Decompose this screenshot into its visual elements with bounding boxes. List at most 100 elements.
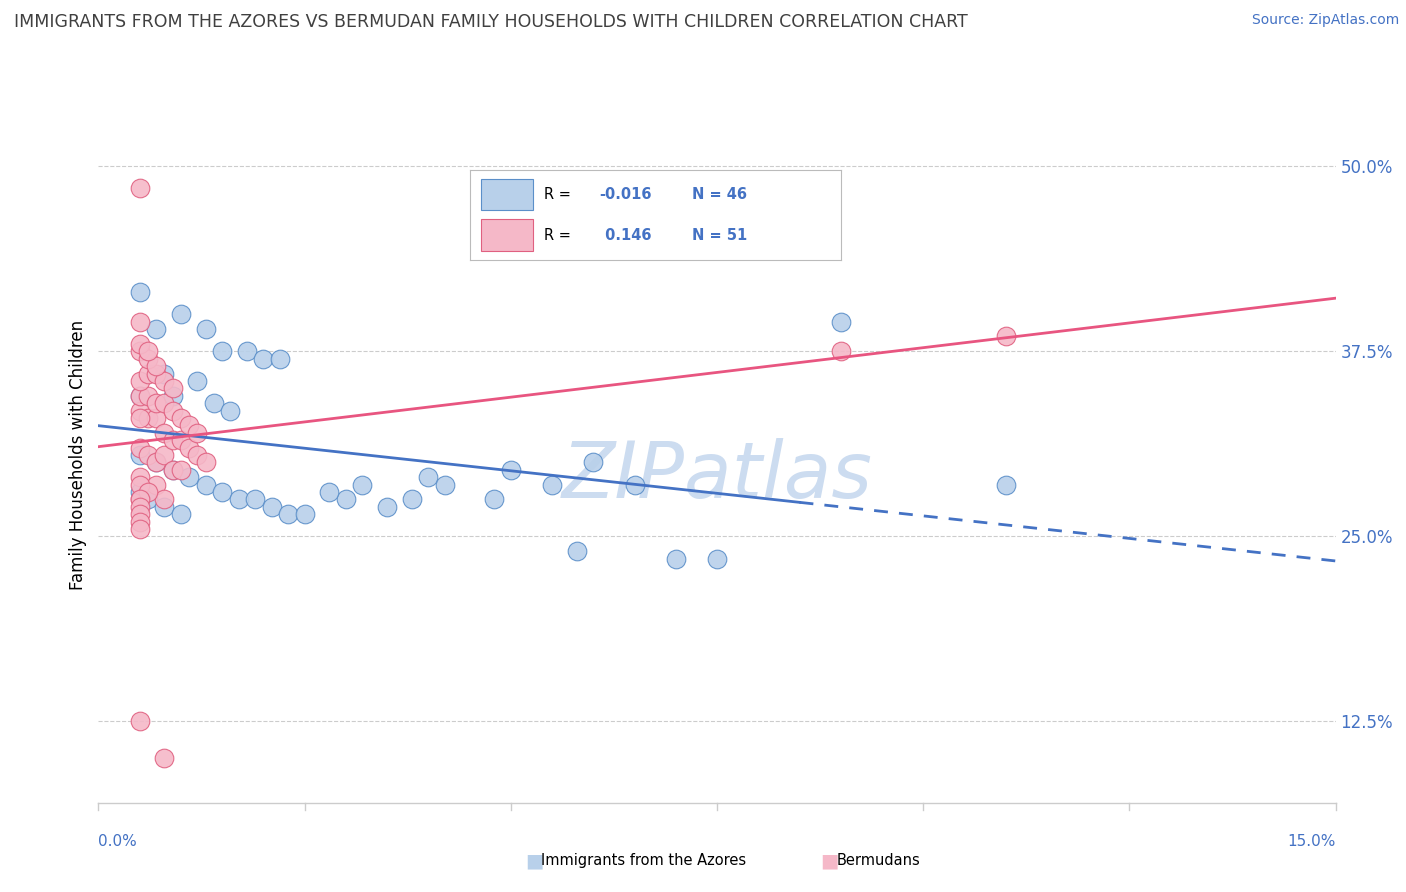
Point xyxy=(145,455,167,469)
Point xyxy=(202,396,225,410)
Point xyxy=(128,411,150,425)
Text: N = 46: N = 46 xyxy=(692,187,748,202)
Point xyxy=(582,455,605,469)
Point xyxy=(335,492,357,507)
Point xyxy=(128,515,150,529)
Point xyxy=(228,492,250,507)
Point xyxy=(162,463,184,477)
Point xyxy=(211,484,233,499)
Point xyxy=(136,448,159,462)
Point xyxy=(252,351,274,366)
Point xyxy=(499,463,522,477)
Point xyxy=(260,500,283,514)
Point xyxy=(433,477,456,491)
Point xyxy=(145,455,167,469)
Text: R =: R = xyxy=(544,187,575,202)
Point xyxy=(994,329,1017,343)
Point xyxy=(153,448,176,462)
Point xyxy=(170,433,193,447)
Point xyxy=(128,448,150,462)
Point xyxy=(830,344,852,359)
Point xyxy=(153,425,176,440)
Point xyxy=(128,522,150,536)
Point xyxy=(162,381,184,395)
Point xyxy=(128,441,150,455)
Point xyxy=(153,500,176,514)
Point xyxy=(186,448,208,462)
Point xyxy=(128,337,150,351)
Bar xyxy=(481,178,533,211)
Point xyxy=(128,470,150,484)
Point xyxy=(136,492,159,507)
Point xyxy=(153,367,176,381)
Point xyxy=(294,507,316,521)
Point xyxy=(162,433,184,447)
Point xyxy=(153,751,176,765)
Y-axis label: Family Households with Children: Family Households with Children xyxy=(69,320,87,590)
Point xyxy=(136,351,159,366)
Point xyxy=(541,477,564,491)
Point xyxy=(170,307,193,321)
Point xyxy=(162,403,184,417)
Point xyxy=(136,484,159,499)
Bar xyxy=(481,219,533,251)
Point xyxy=(128,403,150,417)
Point xyxy=(136,389,159,403)
Text: -0.016: -0.016 xyxy=(599,187,652,202)
Point xyxy=(211,344,233,359)
Point xyxy=(186,374,208,388)
Point xyxy=(484,492,506,507)
Text: 0.0%: 0.0% xyxy=(98,834,138,849)
Point xyxy=(153,374,176,388)
Text: N = 51: N = 51 xyxy=(692,228,748,244)
Point xyxy=(128,344,150,359)
Point xyxy=(128,389,150,403)
Point xyxy=(145,411,167,425)
Point xyxy=(418,470,440,484)
Point xyxy=(186,425,208,440)
Point xyxy=(128,389,150,403)
Point xyxy=(665,551,688,566)
Point xyxy=(179,470,201,484)
Point xyxy=(269,351,291,366)
Point xyxy=(994,477,1017,491)
Point xyxy=(706,551,728,566)
Point xyxy=(179,441,201,455)
Point xyxy=(277,507,299,521)
Point xyxy=(128,492,150,507)
Point xyxy=(318,484,340,499)
Point xyxy=(401,492,423,507)
Point xyxy=(128,181,150,195)
Point xyxy=(194,477,217,491)
Text: R =: R = xyxy=(544,228,575,244)
Point xyxy=(170,411,193,425)
Point xyxy=(145,322,167,336)
Point xyxy=(170,507,193,521)
Text: ■: ■ xyxy=(524,851,544,871)
Point xyxy=(136,367,159,381)
Text: Source: ZipAtlas.com: Source: ZipAtlas.com xyxy=(1251,13,1399,28)
Point xyxy=(565,544,588,558)
Text: Immigrants from the Azores: Immigrants from the Azores xyxy=(541,854,747,868)
Text: ZIPatlas: ZIPatlas xyxy=(561,438,873,514)
Point xyxy=(243,492,266,507)
Text: Bermudans: Bermudans xyxy=(837,854,921,868)
Point xyxy=(145,367,167,381)
Point xyxy=(170,463,193,477)
Point xyxy=(179,418,201,433)
Text: 0.146: 0.146 xyxy=(599,228,651,244)
Point xyxy=(352,477,374,491)
Point xyxy=(219,403,242,417)
Point xyxy=(623,477,645,491)
Point xyxy=(145,396,167,410)
Point xyxy=(128,285,150,299)
Point xyxy=(128,714,150,729)
Point xyxy=(136,411,159,425)
Point xyxy=(153,492,176,507)
Point xyxy=(153,396,176,410)
Point xyxy=(236,344,259,359)
Point xyxy=(145,477,167,491)
Point xyxy=(128,507,150,521)
Point xyxy=(830,315,852,329)
Point xyxy=(194,455,217,469)
